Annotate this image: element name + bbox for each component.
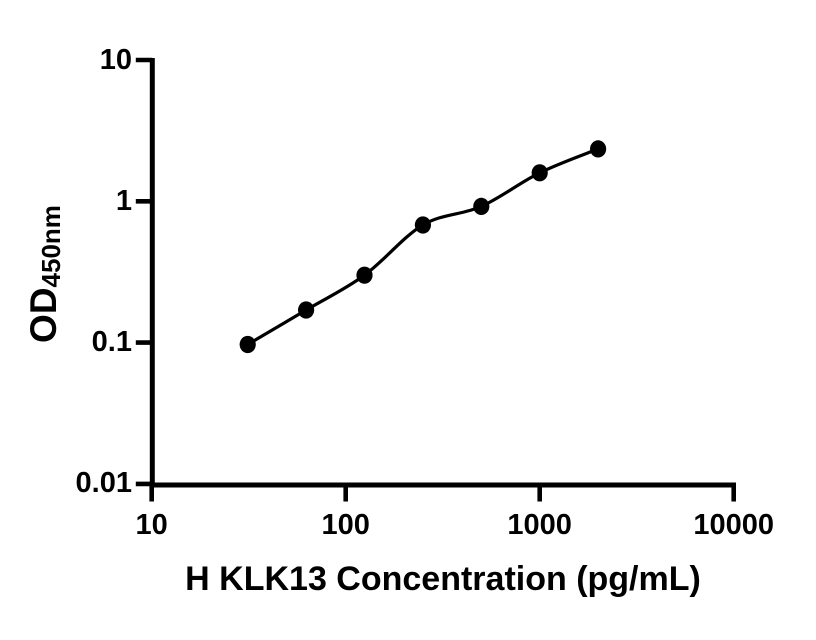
data-point (356, 266, 373, 284)
data-point (298, 301, 315, 319)
x-tick-label: 10 (135, 509, 168, 541)
x-axis-title: H KLK13 Concentration (pg/mL) (185, 560, 701, 598)
y-tick-label: 10 (99, 43, 132, 76)
y-tick-label: 1 (115, 184, 132, 217)
data-point (473, 197, 490, 215)
x-tick-label: 100 (321, 509, 370, 541)
y-axis-title-subscript: 450nm (35, 205, 66, 288)
x-tick-label: 1000 (507, 509, 572, 541)
x-tick-label: 10000 (693, 509, 775, 541)
data-point (531, 164, 548, 182)
y-axis-title: OD 450nm (22, 124, 66, 424)
data-point (414, 216, 431, 234)
y-tick-label: 0.01 (75, 467, 132, 500)
data-point (239, 335, 256, 354)
data-point (590, 140, 607, 158)
y-tick-label: 0.1 (91, 326, 132, 359)
